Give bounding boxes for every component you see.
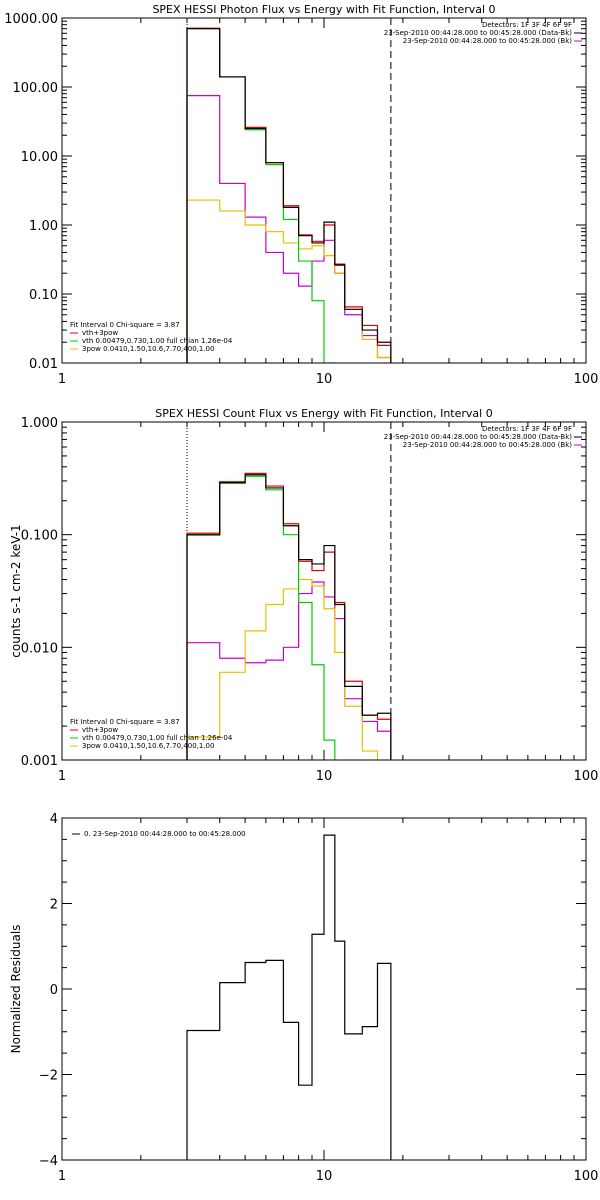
legend-label: 0. 23-Sep-2010 00:44:28.000 to 00:45:28.… [84,830,246,838]
y-tick-label: 10.00 [21,150,58,165]
series-data [186,28,392,363]
y-tick-label: 1.00 [29,219,58,234]
x-tick-label: 10 [316,769,333,784]
x-tick-label: 100 [574,1169,599,1184]
panel-1: SPEX HESSI Photon Flux vs Energy with Fi… [4,3,599,387]
plot-frame [61,817,587,1161]
legend-label: vth 0.00479,0.730,1.00 full chian 1.26e-… [82,734,233,742]
y-axis: −4 −2 0 2 4 [39,812,586,1169]
info-text: 23-Sep-2010 00:44:28.000 to 00:45:28.000… [403,37,573,45]
y-tick-label: 1000.00 [4,12,58,27]
plot-area [186,472,392,760]
legend-label: vth+3pow [82,329,118,337]
y-tick-label: 4 [50,812,58,827]
chart-title: SPEX HESSI Photon Flux vs Energy with Fi… [152,3,495,16]
chart-title: SPEX HESSI Count Flux vs Energy with Fit… [155,407,492,420]
y-tick-label: −2 [39,1069,58,1084]
y-tick-label: 0 [50,983,58,998]
y-axis-label: counts s-1 cm-2 keV-1 [9,524,23,657]
series-vth [186,28,392,363]
x-tick-label: 1 [58,372,66,387]
y-tick-label: 0.100 [21,529,58,544]
x-tick-label: 100 [574,372,599,387]
series-vth_3pow [186,27,392,363]
y-tick-label: 0.010 [21,641,58,656]
info-text: 23-Sep-2010 00:44:28.000 to 00:45:28.000… [384,433,573,441]
y-tick-label: 2 [50,898,58,913]
legend-label: vth+3pow [82,726,118,734]
legend-label: 3pow 0.0410,1.50,10.6,7.70,400,1.00 [82,742,214,750]
legend-label: vth 0.00479,0.730,1.00 full chian 1.26e-… [82,337,233,345]
y-tick-label: 0.01 [29,357,58,372]
y-tick-label: 0.10 [29,288,58,303]
x-tick-label: 10 [316,1169,333,1184]
series-vth_3pow [186,472,392,760]
y-axis: 0.001 0.010 0.100 1.000 [21,416,586,769]
plot-frame [61,17,587,364]
info-text: 23-Sep-2010 00:44:28.000 to 00:45:28.000… [403,441,573,449]
y-axis: 0.01 0.10 1.00 10.00 100.00 1000.00 [4,12,586,372]
x-axis: 1 10 100 [58,18,599,387]
y-tick-label: −4 [39,1154,58,1169]
y-tick-label: 1.000 [21,416,58,431]
y-tick-label: 0.001 [21,754,58,769]
info-text: Detectors: 1F 3F 4F 6F 9F [482,21,572,29]
x-axis: 1 10 100 [58,818,599,1184]
info-text: Detectors: 1F 3F 4F 6F 9F [482,425,572,433]
y-axis-label: Normalized Residuals [9,925,23,1054]
legend-header: Fit Interval 0 Chi-square = 3.87 [70,321,180,329]
series-background [186,95,392,363]
panel-2: SPEX HESSI Count Flux vs Energy with Fit… [9,407,599,784]
series-vth [186,475,392,760]
series-data [186,474,392,760]
x-tick-label: 10 [316,372,333,387]
x-tick-label: 1 [58,769,66,784]
plot-frame [61,421,587,761]
legend-header: Fit Interval 0 Chi-square = 3.87 [70,718,180,726]
panel-3: 1 10 100 −4 −2 0 2 4 Normalized Residuals 0. 23-S… [9,812,598,1184]
plot-area [186,834,392,1160]
info-text: 23-Sep-2010 00:44:28.000 to 00:45:28.000… [384,29,573,37]
series-residual [186,834,392,1160]
x-tick-label: 1 [58,1169,66,1184]
legend-label: 3pow 0.0410,1.50,10.6,7.70,400,1.00 [82,345,214,353]
series-3pow [186,199,392,363]
plot-area [186,27,392,363]
series-3pow [186,578,392,760]
x-tick-label: 100 [574,769,599,784]
x-axis: 1 10 100 [58,422,599,784]
y-tick-label: 100.00 [13,81,59,96]
